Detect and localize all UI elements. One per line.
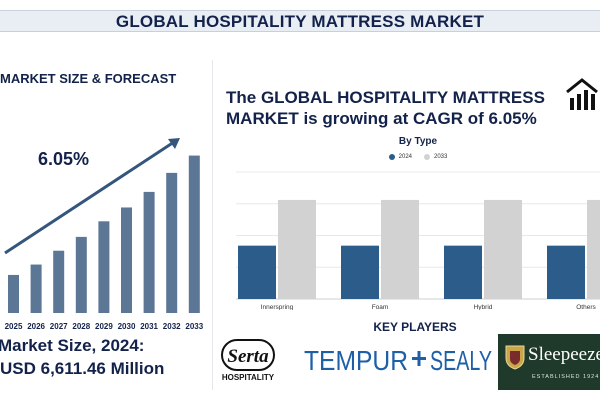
forecast-bar bbox=[75, 236, 87, 313]
type-bar-2033 bbox=[484, 199, 522, 299]
forecast-bar bbox=[53, 250, 65, 313]
type-tick-label: Innerspring bbox=[261, 304, 294, 310]
type-bar-2024 bbox=[547, 245, 585, 299]
sleepeezee-logo: Sleepeezee ESTABLISHED 1924 bbox=[498, 334, 600, 390]
forecast-tick-label: 2027 bbox=[50, 322, 68, 331]
type-tick-label: Others bbox=[576, 304, 596, 310]
serta-hospitality-logo: Serta HOSPITALITY bbox=[221, 339, 275, 382]
tempur-word: TEMPUR bbox=[304, 345, 408, 376]
forecast-tick-label: 2026 bbox=[27, 322, 45, 331]
forecast-tick-label: 2025 bbox=[5, 322, 23, 331]
cagr-headline: The GLOBAL HOSPITALITY MATTRESS MARKET i… bbox=[226, 87, 571, 129]
forecast-bar bbox=[30, 264, 42, 313]
forecast-tick-label: 2029 bbox=[95, 322, 113, 331]
sleepeezee-name: Sleepeezee bbox=[528, 344, 600, 365]
forecast-bar bbox=[143, 191, 155, 313]
key-players-heading: KEY PLAYERS bbox=[373, 320, 457, 334]
cagr-headline-line-1: The GLOBAL HOSPITALITY MATTRESS bbox=[226, 88, 545, 107]
legend-swatch bbox=[424, 154, 430, 160]
cagr-annotation: 6.05% bbox=[38, 149, 89, 169]
market-size-label: Market Size, 2024: bbox=[0, 336, 145, 355]
tempur-sealy-logo: TEMPUR SEALY bbox=[304, 345, 492, 376]
by-type-legend: 2024 2033 bbox=[236, 154, 600, 162]
forecast-bar bbox=[188, 155, 200, 313]
sealy-word: SEALY bbox=[430, 345, 492, 376]
type-bar-2024 bbox=[238, 245, 276, 299]
forecast-tick-label: 2031 bbox=[140, 322, 158, 331]
legend-label: 2024 bbox=[398, 154, 412, 160]
serta-word: Serta bbox=[227, 346, 269, 367]
legend-label: 2033 bbox=[434, 154, 448, 160]
header-banner: GLOBAL HOSPITALITY MATTRESS MARKET bbox=[0, 0, 600, 40]
crest-icon bbox=[505, 345, 525, 370]
legend-item-2024: 2024 bbox=[388, 154, 412, 160]
by-type-chart: Innerspring Foam Hybrid Others bbox=[236, 171, 600, 310]
type-bar-2033 bbox=[587, 199, 600, 299]
type-bar-2024 bbox=[341, 245, 379, 299]
cagr-headline-line-2: MARKET is growing at CAGR of 6.05% bbox=[226, 109, 537, 128]
forecast-bar bbox=[166, 172, 178, 313]
page-title: GLOBAL HOSPITALITY MATTRESS MARKET bbox=[115, 12, 485, 31]
trend-arrow-head bbox=[168, 138, 180, 149]
legend-item-2033: 2033 bbox=[424, 154, 447, 160]
market-forecast-chart: 2025 2026 2027 2028 2029 2030 2031 2032 2033 6.05… bbox=[4, 138, 204, 331]
forecast-bar bbox=[121, 207, 132, 313]
market-size-forecast-heading: MARKET SIZE & FORECAST bbox=[0, 71, 177, 86]
panel-divider bbox=[212, 60, 213, 390]
serta-sub: HOSPITALITY bbox=[222, 373, 275, 382]
house-chart-icon bbox=[566, 78, 598, 110]
by-type-chart-title: By Type bbox=[398, 136, 438, 147]
type-tick-label: Foam bbox=[372, 304, 389, 310]
type-bar-2033 bbox=[381, 199, 419, 299]
forecast-tick-label: 2030 bbox=[118, 322, 136, 331]
forecast-bar bbox=[8, 274, 19, 313]
market-size-value: USD 6,611.46 Million bbox=[0, 359, 165, 378]
sleepeezee-established: ESTABLISHED 1924 bbox=[532, 374, 600, 380]
trend-arrow-line bbox=[4, 140, 175, 255]
type-tick-label: Hybrid bbox=[474, 304, 493, 310]
header-band bbox=[0, 10, 600, 32]
type-bar-2024 bbox=[444, 245, 482, 299]
type-bar-2033 bbox=[278, 199, 316, 299]
forecast-tick-label: 2032 bbox=[163, 322, 181, 331]
legend-swatch bbox=[388, 154, 395, 160]
forecast-bar bbox=[98, 221, 110, 313]
forecast-tick-label: 2028 bbox=[72, 322, 90, 331]
forecast-tick-label: 2033 bbox=[185, 322, 203, 331]
